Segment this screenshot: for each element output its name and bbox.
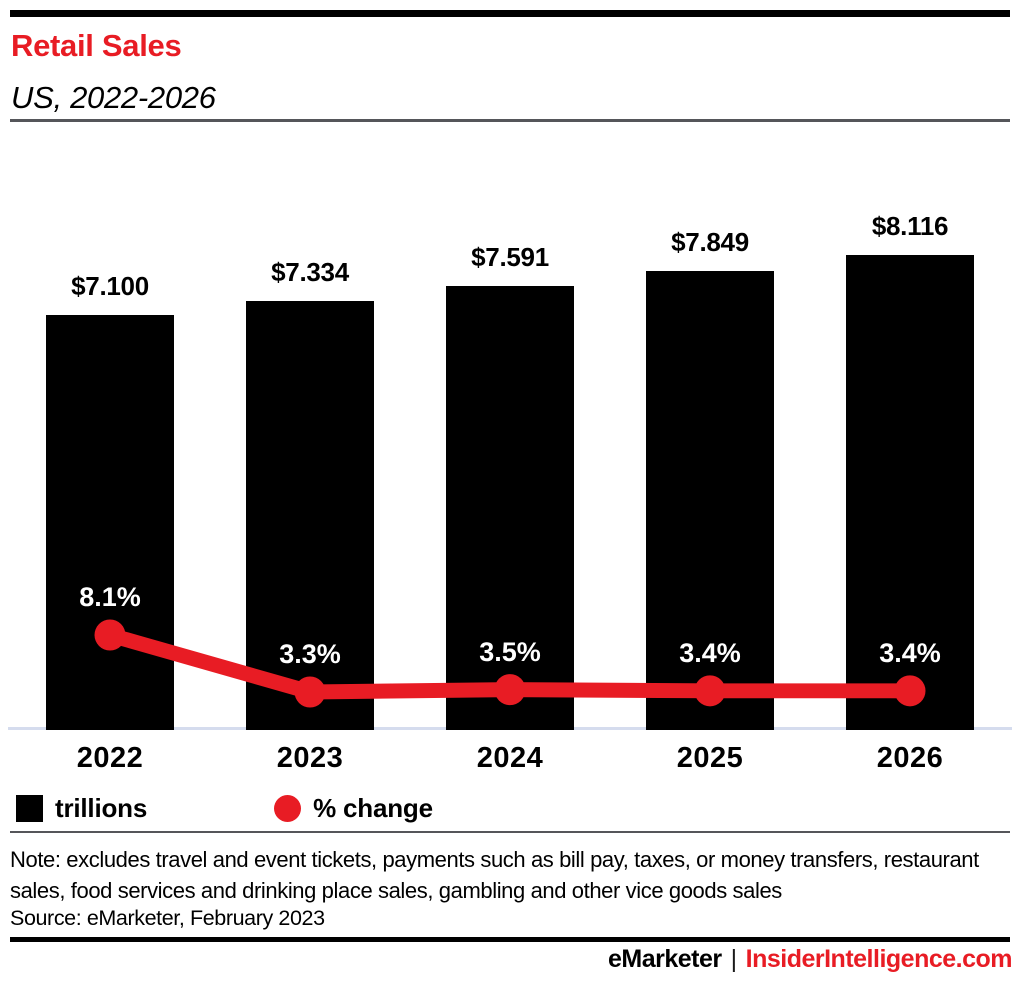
footer-rule: [10, 937, 1010, 942]
footer-site-link[interactable]: InsiderIntelligence.com: [745, 945, 1013, 973]
note-text: Note: excludes travel and event tickets,…: [10, 847, 979, 903]
bar-value-label-2022: $7.100: [71, 271, 149, 301]
bar-2022: [46, 315, 174, 730]
source-text: Source: eMarketer, February 2023: [10, 906, 325, 930]
bar-2023: [246, 301, 374, 730]
pct-change-label-2024: 3.5%: [479, 636, 541, 667]
x-axis-label-2024: 2024: [476, 742, 544, 774]
header-divider: [10, 119, 1010, 122]
pct-change-dot-2025: [694, 675, 726, 707]
x-axis-label-2026: 2026: [876, 742, 944, 774]
bar-2024: [446, 286, 574, 730]
footer-branding: eMarketer | InsiderIntelligence.com: [608, 945, 1013, 974]
x-axis-label-2025: 2025: [676, 742, 744, 774]
pct-change-label-2022: 8.1%: [79, 582, 141, 612]
legend-item-trillions: trillions: [16, 793, 147, 824]
pct-change-label-2026: 3.4%: [879, 637, 941, 668]
pct-change-label-2025: 3.4%: [679, 637, 741, 668]
black-square-swatch-icon: [16, 794, 43, 822]
legend-label: trillions: [55, 792, 148, 823]
pct-change-label-2023: 3.3%: [279, 639, 341, 669]
legend-label: % change: [313, 792, 433, 823]
bar-value-label-2024: $7.591: [471, 242, 549, 272]
chart-legend: trillions % change: [16, 793, 433, 823]
top-rule: [10, 10, 1010, 17]
bar-2025: [646, 271, 774, 730]
legend-item-pct-change: % change: [274, 793, 433, 824]
legend-divider: [10, 831, 1010, 833]
x-axis-label-2023: 2023: [276, 742, 344, 774]
footer-separator: |: [730, 945, 738, 973]
bar-value-label-2026: $8.116: [871, 211, 949, 241]
pct-change-dot-2022: [94, 619, 126, 651]
red-circle-swatch-icon: [274, 794, 302, 822]
bar-value-label-2023: $7.334: [271, 257, 349, 287]
pct-change-dot-2023: [294, 676, 326, 708]
x-axis-label-2022: 2022: [76, 742, 144, 774]
chart-title: Retail Sales: [11, 28, 182, 63]
pct-change-dot-2026: [894, 675, 926, 707]
pct-change-dot-2024: [494, 674, 526, 706]
bar-value-label-2025: $7.849: [671, 227, 749, 257]
footer-brand: eMarketer: [608, 945, 722, 973]
chart-subtitle: US, 2022-2026: [11, 80, 216, 115]
bar-2026: [846, 255, 974, 730]
